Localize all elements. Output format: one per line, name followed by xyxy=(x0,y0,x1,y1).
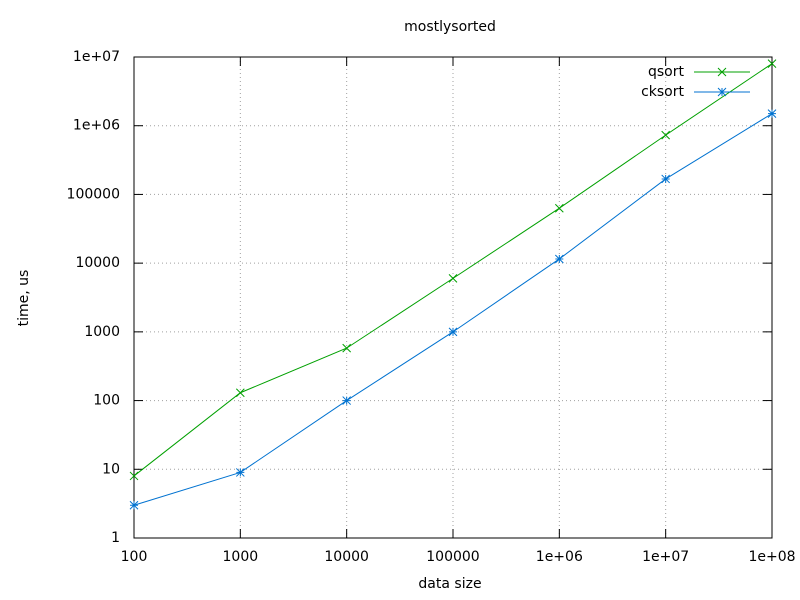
y-tick-label: 1000 xyxy=(84,324,120,340)
x-axis-label: data size xyxy=(418,576,481,592)
marker xyxy=(129,471,139,481)
legend-marker xyxy=(717,67,727,77)
marker xyxy=(661,174,671,184)
marker xyxy=(767,59,777,69)
marker xyxy=(129,500,139,510)
marker xyxy=(235,468,245,477)
x-tick-label: 1e+07 xyxy=(642,549,689,565)
legend-label: cksort xyxy=(641,84,684,100)
y-tick-label: 100000 xyxy=(67,186,120,202)
marker xyxy=(554,254,564,264)
marker xyxy=(661,130,671,140)
x-tick-label: 100 xyxy=(121,549,148,565)
y-tick-label: 1 xyxy=(111,530,120,546)
x-tick-label: 1e+08 xyxy=(748,549,795,565)
marker xyxy=(448,274,458,283)
y-tick-label: 1e+07 xyxy=(73,49,120,65)
legend-label: qsort xyxy=(648,64,685,80)
marker xyxy=(235,388,245,398)
marker xyxy=(554,203,564,213)
y-tick-label: 1e+06 xyxy=(73,118,120,134)
y-axis-label: time, us xyxy=(16,270,32,327)
legend-marker xyxy=(717,87,727,97)
x-tick-label: 100000 xyxy=(426,549,479,565)
x-tick-label: 1e+06 xyxy=(536,549,583,565)
y-tick-label: 100 xyxy=(93,393,120,409)
marker xyxy=(448,327,458,337)
y-tick-label: 10000 xyxy=(75,255,120,271)
y-tick-label: 10 xyxy=(102,461,120,477)
x-tick-label: 1000 xyxy=(223,549,259,565)
chart-title: mostlysorted xyxy=(404,19,496,35)
marker xyxy=(342,343,352,353)
x-tick-label: 10000 xyxy=(324,549,369,565)
plot-border xyxy=(133,56,773,539)
marker xyxy=(342,396,352,405)
marker xyxy=(767,109,777,118)
